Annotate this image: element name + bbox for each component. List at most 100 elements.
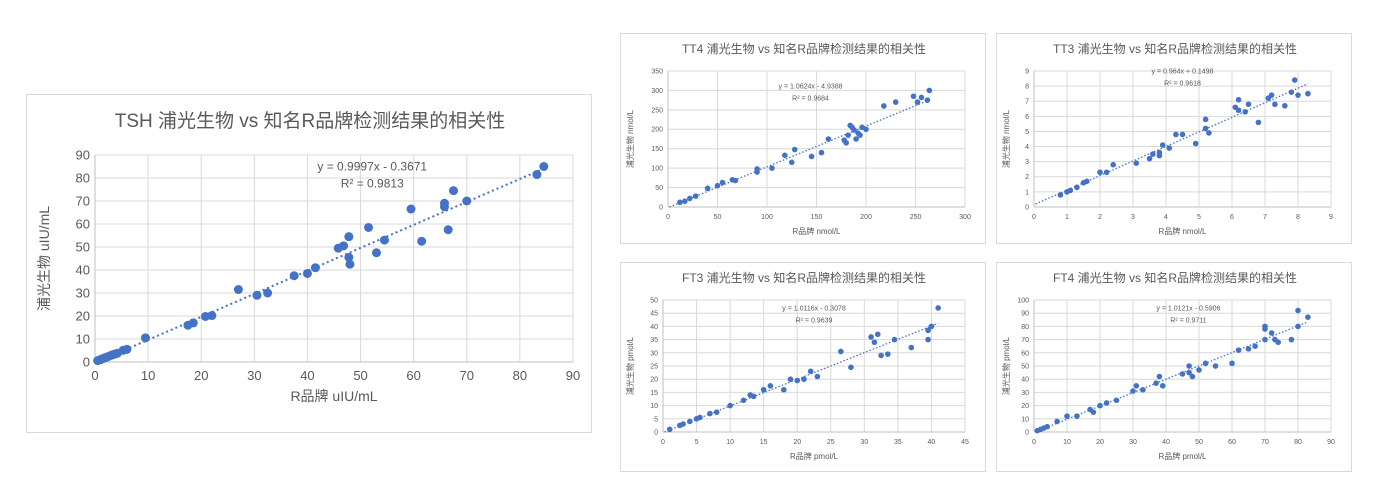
trendline-equation: y = 0.964x + 0.1498 [1152,69,1214,76]
data-point [838,348,844,355]
x-tick-label: 70 [1261,439,1269,446]
data-point [1166,145,1173,151]
data-point [462,196,472,206]
data-point [925,327,931,334]
x-tick-label: 90 [566,368,580,383]
data-point [1192,140,1199,147]
data-point [1179,371,1186,377]
data-point [868,334,874,340]
data-point [1186,369,1192,376]
y-axis-label: 浦光生物 nmol/L [625,109,635,168]
data-point [1245,101,1252,108]
x-tick-label: 35 [894,439,902,446]
x-tick-label: 0 [1032,214,1036,221]
data-point [1130,388,1136,394]
y-tick-label: 25 [650,363,658,370]
data-point [1305,314,1311,320]
data-point [1268,92,1275,98]
data-point [1103,169,1110,176]
chart-panel-tt4: TT4 浦光生物 vs 知名R品牌检测结果的相关性 0 50 100 150 200 250… [620,33,986,244]
y-tick-label: 100 [651,166,663,173]
trendline [1035,83,1309,205]
data-point [714,182,721,189]
y-tick-label: 90 [76,148,90,163]
data-point [449,186,458,196]
data-point [1291,77,1298,83]
data-point [1212,363,1219,369]
chart-panel-ft3: FT3 浦光生物 vs 知名R品牌检测结果的相关性 0 5 10 15 20 25 30 35 4… [620,262,986,472]
data-point [1189,373,1196,380]
x-tick-label: 40 [300,368,314,383]
y-tick-label: 10 [1021,416,1029,423]
y-tick-label: 30 [1021,390,1029,397]
data-point [732,177,739,184]
y-tick-label: 7 [1025,99,1029,106]
x-tick-label: 7 [1263,214,1267,221]
data-point [769,165,775,171]
x-tick-label: 50 [353,368,367,383]
data-point [1054,418,1060,425]
data-point [371,248,381,258]
data-point [1235,96,1242,103]
data-point [857,132,863,138]
y-tick-label: 50 [655,185,663,192]
data-point [707,410,713,417]
trendline-equation: y = 1.0116x - 0.3078 [782,306,846,313]
data-point [794,377,801,384]
data-point [825,136,832,142]
x-tick-label: 20 [793,439,801,446]
y-tick-label: 20 [650,377,658,384]
y-tick-label: 50 [650,297,658,304]
y-tick-label: 150 [651,146,663,153]
data-point [1097,402,1103,409]
x-tick-label: 9 [1329,214,1333,221]
y-tick-label: 70 [76,194,90,209]
data-point [878,352,884,359]
data-point [1242,109,1248,115]
y-tick-label: 250 [651,107,663,114]
y-tick-label: 100 [1017,297,1029,304]
data-point [1074,184,1080,191]
data-point [539,162,549,171]
data-point [924,97,931,103]
data-point [713,409,720,415]
data-point [1179,131,1186,138]
y-tick-label: 0 [659,204,663,211]
chart-panel-tt3: TT3 浦光生物 vs 知名R品牌检测结果的相关性 0 1 2 3 4 5 6 7 8 9 0 1 2 3 4… [996,33,1352,244]
data-point [1288,336,1295,343]
data-point [1186,363,1192,369]
x-tick-label: 10 [141,368,155,383]
y-tick-label: 3 [1025,159,1029,166]
data-point [1202,116,1209,123]
y-tick-label: 30 [650,350,658,357]
x-tick-label: 3 [1131,214,1135,221]
y-tick-label: 4 [1025,144,1029,151]
x-tick-label: 25 [827,439,835,446]
data-point [233,285,243,295]
data-point [207,311,217,321]
data-point [364,222,374,232]
data-point [252,290,262,300]
y-tick-label: 50 [1021,363,1029,370]
trendline-equation: y = 0.9997x - 0.3671 [317,160,427,174]
data-point [1295,307,1301,314]
trendline [96,167,545,363]
y-tick-label: 45 [650,311,658,318]
trendline-r2: R² = 0.9639 [796,318,833,325]
y-tick-label: 40 [650,324,658,331]
chart-svg-ft4: FT4 浦光生物 vs 知名R品牌检测结果的相关性 0 10 20 30 40 50 60 70… [1001,270,1335,461]
chart-panel-tsh: TSH 浦光生物 vs 知名R品牌检测结果的相关性 0 10 20 30 40 50 60 70… [26,94,592,433]
y-tick-label: 70 [1021,337,1029,344]
y-tick-label: 5 [654,416,658,423]
y-tick-label: 2 [1025,174,1029,181]
data-point [818,149,825,156]
y-tick-label: 0 [83,355,90,370]
data-point [808,153,815,160]
x-tick-label: 80 [513,368,527,383]
data-point [1153,380,1159,386]
data-point [908,344,915,351]
y-tick-label: 200 [651,127,663,134]
x-tick-label: 30 [860,439,868,446]
x-tick-label: 0 [91,368,98,383]
data-point [853,136,859,142]
